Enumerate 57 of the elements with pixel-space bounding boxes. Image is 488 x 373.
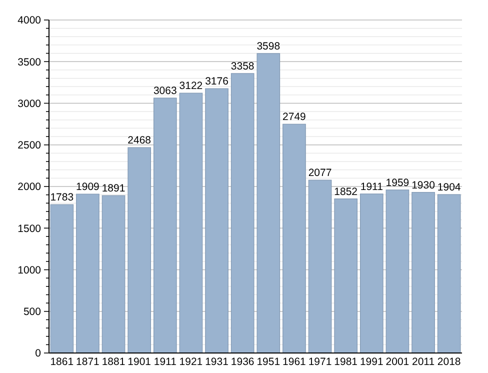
data-label: 2077 [308,167,332,180]
bar [179,92,203,354]
x-tick-label: 1991 [360,356,384,368]
data-label: 2468 [128,134,152,147]
data-label: 3598 [256,40,280,52]
x-tick-label: 1871 [76,356,100,368]
bar [154,98,177,354]
y-tick-label: 2500 [18,140,42,152]
y-tick-label: 3500 [18,56,42,68]
data-label: 3358 [230,60,254,72]
bar [282,124,306,354]
data-label: 3122 [179,80,203,92]
bar [205,88,228,354]
bar [230,73,254,354]
x-tick-label: 1961 [282,356,306,368]
x-tick-label: 2011 [412,356,435,368]
y-tick-label: 0 [35,348,42,360]
x-tick-label: 2001 [386,356,410,368]
bar [256,53,280,354]
data-label: 1930 [412,179,436,192]
y-tick-label: 3000 [18,98,42,110]
bar [128,147,151,354]
y-tick-label: 2000 [18,181,42,194]
data-label: 1904 [437,181,461,194]
data-label: 1959 [386,176,410,189]
x-tick-label: 2018 [437,356,461,368]
y-tick-label: 500 [23,306,42,318]
data-label: 2749 [282,111,306,124]
bar [412,192,435,354]
x-tick-label: 1911 [154,356,177,368]
data-label: 3063 [153,85,177,98]
bar [334,198,358,354]
y-tick-label: 1000 [18,264,42,276]
data-label: 1852 [334,186,358,198]
data-label: 1891 [102,182,126,195]
bar [50,204,74,354]
bar [308,180,332,354]
x-tick-label: 1901 [128,356,152,368]
x-tick-label: 1861 [50,356,74,368]
bar [76,194,100,354]
data-label: 1783 [50,192,74,204]
bar [360,194,384,354]
x-tick-label: 1881 [102,356,126,368]
data-label: 1911 [360,180,384,193]
x-tick-label: 1951 [256,356,280,368]
x-tick-label: 1936 [230,356,254,368]
y-tick-label: 1500 [18,222,42,235]
bar [437,194,461,354]
data-label: 3176 [205,76,229,88]
bar [386,190,410,354]
x-tick-label: 1921 [179,356,203,368]
x-tick-label: 1981 [334,356,358,368]
y-tick-label: 4000 [18,14,42,27]
x-tick-label: 1971 [308,356,332,368]
data-label: 1909 [76,181,100,194]
x-tick-label: 1931 [205,356,229,368]
bar [102,195,126,354]
